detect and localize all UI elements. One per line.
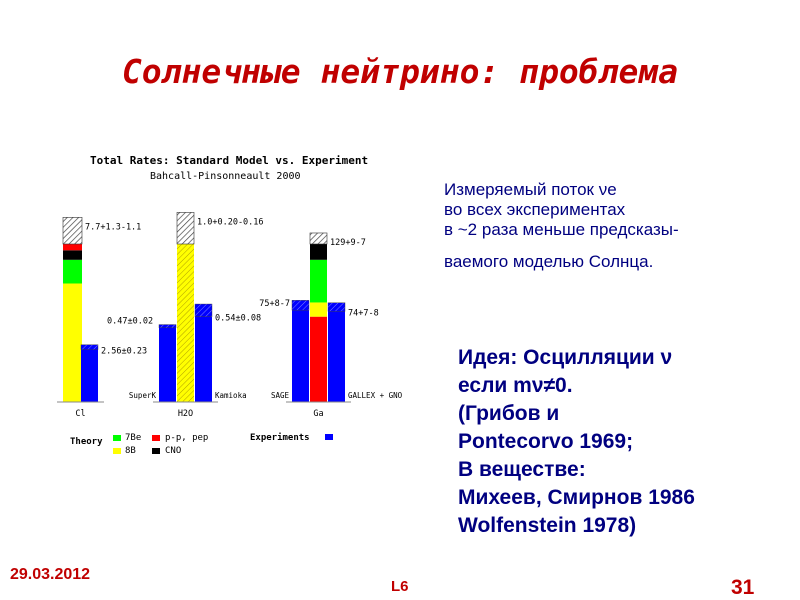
theory-value-label: 1.0+0.20-0.16 (197, 217, 264, 227)
theory-bar-segment-be7 (63, 259, 82, 284)
experiment-value-label: 75+8-7 (259, 299, 290, 309)
chart-subtitle: Bahcall-Pinsonneault 2000 (150, 171, 301, 182)
experiment-bar (81, 349, 98, 402)
experiment-value-label: 74+7-8 (348, 308, 379, 318)
text-line: в ~2 раза меньше предсказы- (444, 220, 679, 239)
experiment-value-label: 0.47±0.02 (107, 317, 153, 327)
target-label: H2O (178, 409, 193, 419)
legend-label-be7: 7Be (125, 433, 141, 443)
legend-swatch-be7 (113, 435, 121, 441)
experiment-name-label: Kamioka (215, 391, 247, 400)
target-label: Cl (75, 409, 85, 419)
footer-date: 29.03.2012 (10, 566, 91, 583)
theory-bar-segment-b8 (63, 283, 82, 402)
theory-uncertainty-hatch (176, 212, 195, 245)
legend-swatch-pp (152, 435, 160, 441)
theory-bar-segment-cno (310, 244, 327, 260)
legend-swatch-b8 (113, 448, 121, 454)
legend-experiments-label: Experiments (250, 432, 310, 443)
experiment-uncertainty-hatch (158, 324, 177, 328)
theory-bar-segment-b8 (177, 244, 194, 402)
legend-label-b8: 8B (125, 446, 136, 456)
experiment-uncertainty-hatch (327, 302, 346, 312)
theory-uncertainty-hatch (309, 232, 328, 245)
text-line: (Грибов и (458, 402, 560, 425)
target-label: Ga (313, 409, 323, 419)
text-line: во всех экспериментах (444, 200, 626, 219)
text-line: Идея: Осцилляции ν (458, 346, 673, 369)
experiment-uncertainty-hatch (80, 344, 99, 350)
legend-swatch-experiment (325, 434, 333, 440)
experiment-value-label: 0.54±0.08 (215, 314, 261, 324)
text-line: В веществе: (458, 458, 586, 481)
text-line: Измеряемый поток νe (444, 180, 617, 199)
theory-bar-segment-be7 (310, 259, 327, 303)
footer-lecture: L6 (391, 578, 409, 595)
experiment-bar (195, 316, 212, 402)
text-line: Wolfenstein 1978) (458, 514, 637, 537)
experiment-bar (292, 310, 309, 402)
experiment-name-label: GALLEX + GNO (348, 391, 403, 400)
theory-uncertainty-hatch (62, 217, 83, 245)
experiment-name-label: SAGE (271, 391, 290, 400)
text-line: Михеев, Смирнов 1986 (458, 486, 695, 509)
theory-value-label: 129+9-7 (330, 238, 366, 248)
slide-title: Солнечные нейтрино: проблема (121, 52, 679, 91)
text-line: если mν≠0. (458, 374, 573, 397)
text-block-measured-flux: Измеряемый поток νe во всех эксперимента… (444, 180, 789, 272)
text-line: Pontecorvo 1969; (458, 430, 634, 453)
theory-bar-segment-pp (63, 244, 82, 251)
legend-label-cno: CNO (165, 446, 181, 456)
text-line: ваемого моделью Солнца. (444, 252, 654, 271)
experiment-value-label: 2.56±0.23 (101, 346, 147, 356)
legend-theory-label: Theory (70, 437, 103, 447)
theory-bar-segment-cno (63, 250, 82, 260)
text-block-oscillation-idea: Идея: Осцилляции ν если mν≠0. (Грибов и … (458, 344, 793, 540)
legend-swatch-cno (152, 448, 160, 454)
page-number: 31 (731, 576, 755, 599)
experiment-uncertainty-hatch (194, 303, 213, 317)
experiment-bar (159, 327, 176, 402)
experiment-uncertainty-hatch (291, 300, 310, 311)
legend-label-pp: p-p, pep (165, 433, 208, 443)
theory-bar-segment-b8 (310, 302, 327, 317)
theory-bar-segment-pp (310, 316, 327, 402)
experiment-name-label: SuperK (129, 391, 157, 400)
solar-neutrino-rates-chart: Total Rates: Standard Model vs. Experime… (57, 154, 403, 456)
theory-value-label: 7.7+1.3-1.1 (85, 222, 141, 232)
experiment-bar (328, 311, 345, 402)
chart-title: Total Rates: Standard Model vs. Experime… (90, 154, 368, 167)
